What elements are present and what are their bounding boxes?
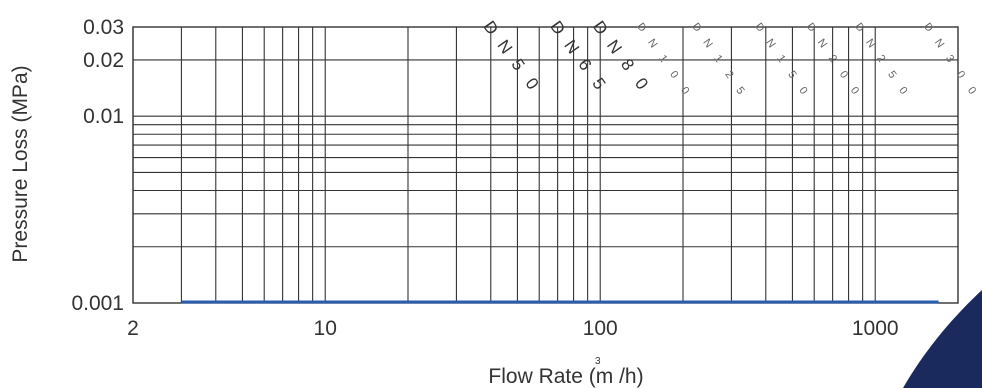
curve-label-char: D [546,17,569,38]
curve-label-char: 3 [943,53,956,65]
x-tick-label: 1000 [852,317,899,340]
curve-label-char: 0 [848,85,861,97]
curve-label-char: 2 [874,53,887,65]
x-axis-title-superscript: 3 [595,356,601,367]
curve-label-char: D [752,21,766,34]
curve-label-char: 0 [954,69,967,81]
y-tick-label: 0.03 [83,16,124,39]
y-axis-ticks: 0.001 0.01 0.02 0.03 [71,16,124,315]
curve-label-char: 8 [617,55,638,74]
curve-label-char: 1 [656,53,669,65]
curve-label-char: 0 [896,85,909,97]
curve-label-char: 1 [774,53,787,65]
curve-label-char: 5 [508,55,529,74]
curve-label-char: N [700,37,714,50]
x-axis-title: Flow Rate (m /h) [488,365,643,388]
curve-label-char: 2 [826,53,839,65]
corner-decoration-shape [903,290,982,388]
curve-labels: DN50DN65DN80DN100DN125DN150DN200DN250DN3… [480,17,979,96]
curve-label-char: D [689,21,703,34]
curve-label-char: N [815,37,829,50]
curve-label-char: 0 [796,85,809,97]
plot-frame [132,26,959,304]
y-tick-label: 0.001 [71,292,124,315]
curve-label-char: N [932,37,946,50]
curve-label-char: D [589,17,612,38]
grid [132,26,958,304]
curve-label-char: D [634,21,648,34]
curve-label-char: D [804,21,818,34]
curve-label-char: N [603,36,626,57]
curve-label-char: 6 [574,55,595,74]
curve-label-char: 1 [711,53,724,65]
curve-label-char: 2 [722,69,735,81]
curve-label-char: 0 [837,69,850,81]
curve-label-char: 0 [631,74,652,93]
x-tick-label: 10 [314,317,337,340]
curve-label-char: D [480,17,503,38]
curve-label-char: 5 [785,69,798,81]
y-axis-title: Pressure Loss (MPa) [9,65,32,262]
curve-label-char: 5 [885,69,898,81]
x-tick-label: 2 [127,317,139,340]
curve-label: DN 3 0 0 [921,21,978,97]
curve-label-char: 0 [965,85,978,97]
y-tick-label: 0.01 [83,105,124,128]
curve-label-char: N [494,36,517,57]
curve-label-char: N [645,37,659,50]
x-tick-label: 100 [583,317,618,340]
x-axis-ticks: 2 10 100 1000 [127,317,898,340]
curve-label-char: 0 [667,69,680,81]
curve-label-char: N [560,36,583,57]
curve-label-char: 5 [588,74,609,93]
curve-label: DN 1 2 5 [689,21,746,97]
curve-label-char: D [921,21,935,34]
curve-label-char: 0 [678,85,691,97]
y-tick-label: 0.02 [83,49,124,72]
curve-label-char: 5 [733,85,746,97]
curve-label-char: D [852,21,866,34]
